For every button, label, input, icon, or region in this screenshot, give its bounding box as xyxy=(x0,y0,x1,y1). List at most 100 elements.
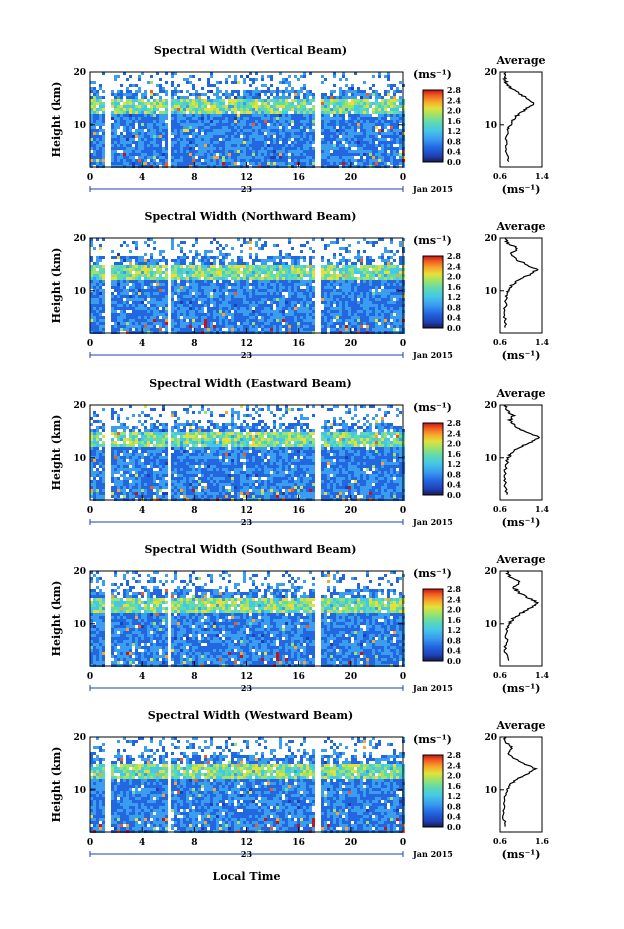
heatmap-cell xyxy=(348,268,351,271)
heatmap-cell xyxy=(93,99,96,102)
heatmap-cell xyxy=(300,75,303,78)
heatmap-cell xyxy=(189,295,192,298)
heatmap-cell xyxy=(135,262,138,265)
heatmap-cell xyxy=(279,147,282,150)
heatmap-cell xyxy=(237,316,240,319)
heatmap-cell xyxy=(306,108,309,111)
heatmap-cell xyxy=(264,153,267,156)
heatmap-cell xyxy=(261,319,264,322)
heatmap-cell xyxy=(291,265,294,268)
heatmap-cell xyxy=(234,96,237,99)
heatmap-cell xyxy=(357,304,360,307)
heatmap-cell xyxy=(333,114,336,117)
heatmap-cell xyxy=(144,316,147,319)
heatmap-cell xyxy=(216,295,219,298)
heatmap-cell xyxy=(126,156,129,159)
heatmap-cell xyxy=(177,292,180,295)
heatmap-cell xyxy=(243,144,246,147)
heatmap-cell xyxy=(276,123,279,126)
heatmap-cell xyxy=(363,126,366,129)
heatmap-cell xyxy=(102,156,105,159)
heatmap-cell xyxy=(345,105,348,108)
heatmap-cell xyxy=(102,319,105,322)
heatmap-cell xyxy=(306,132,309,135)
heatmap-cell xyxy=(345,96,348,99)
heatmap-cell xyxy=(210,144,213,147)
heatmap-cell xyxy=(360,265,363,268)
heatmap-cell xyxy=(90,117,93,120)
heatmap-cell xyxy=(279,72,282,75)
heatmap-cell xyxy=(390,313,393,316)
heatmap-cell xyxy=(330,241,333,244)
heatmap-cell xyxy=(177,325,180,328)
heatmap-cell xyxy=(249,99,252,102)
heatmap-cell xyxy=(324,310,327,313)
heatmap-cell xyxy=(195,120,198,123)
heatmap-cell xyxy=(252,325,255,328)
heatmap-cell xyxy=(111,307,114,310)
heatmap-cell xyxy=(288,298,291,301)
heatmap-cell xyxy=(243,147,246,150)
heatmap-cell xyxy=(207,96,210,99)
heatmap-cell xyxy=(276,102,279,105)
heatmap-cell xyxy=(345,310,348,313)
heatmap-cell xyxy=(339,105,342,108)
heatmap-cell xyxy=(207,162,210,165)
heatmap-cell xyxy=(309,144,312,147)
heatmap-cell xyxy=(135,93,138,96)
heatmap-cell xyxy=(216,99,219,102)
heatmap-cell xyxy=(186,265,189,268)
heatmap-cell xyxy=(330,313,333,316)
heatmap-cell xyxy=(222,262,225,265)
heatmap-cell xyxy=(354,292,357,295)
heatmap-cell xyxy=(117,325,120,328)
heatmap-cell xyxy=(345,280,348,283)
heatmap-cell xyxy=(162,289,165,292)
heatmap-cell xyxy=(387,129,390,132)
heatmap-cell xyxy=(384,298,387,301)
heatmap-cell xyxy=(243,274,246,277)
heatmap-cell xyxy=(321,81,324,84)
heatmap-cell xyxy=(258,280,261,283)
heatmap-cell xyxy=(171,75,174,78)
heatmap-cell xyxy=(180,150,183,153)
heatmap-cell xyxy=(174,271,177,274)
heatmap-cell xyxy=(174,289,177,292)
heatmap-cell xyxy=(192,259,195,262)
heatmap-cell xyxy=(321,271,324,274)
heatmap-cell xyxy=(342,132,345,135)
heatmap-cell xyxy=(357,268,360,271)
heatmap-cell xyxy=(228,304,231,307)
heatmap-cell xyxy=(252,162,255,165)
heatmap-cell xyxy=(225,280,228,283)
heatmap-cell xyxy=(180,241,183,244)
heatmap-cell xyxy=(237,274,240,277)
heatmap-cell xyxy=(258,138,261,141)
heatmap-cell xyxy=(183,328,186,331)
heatmap-cell xyxy=(390,307,393,310)
heatmap-cell xyxy=(123,301,126,304)
heatmap-cell xyxy=(192,117,195,120)
heatmap-cell xyxy=(216,129,219,132)
heatmap-cell xyxy=(150,123,153,126)
heatmap-cell xyxy=(309,90,312,93)
heatmap-cell xyxy=(321,159,324,162)
heatmap-cell xyxy=(258,289,261,292)
heatmap-cell xyxy=(114,135,117,138)
heatmap-cell xyxy=(321,150,324,153)
heatmap-cell xyxy=(207,138,210,141)
heatmap-cell xyxy=(222,268,225,271)
heatmap-cell xyxy=(363,295,366,298)
heatmap-cell xyxy=(96,99,99,102)
heatmap-cell xyxy=(219,313,222,316)
heatmap-cell xyxy=(129,96,132,99)
heatmap-cell xyxy=(381,316,384,319)
heatmap-cell xyxy=(201,108,204,111)
heatmap-cell xyxy=(306,286,309,289)
heatmap-cell xyxy=(150,120,153,123)
heatmap-cell xyxy=(312,277,315,280)
heatmap-cell xyxy=(360,295,363,298)
heatmap-cell xyxy=(384,313,387,316)
heatmap-cell xyxy=(375,150,378,153)
heatmap-cell xyxy=(195,90,198,93)
